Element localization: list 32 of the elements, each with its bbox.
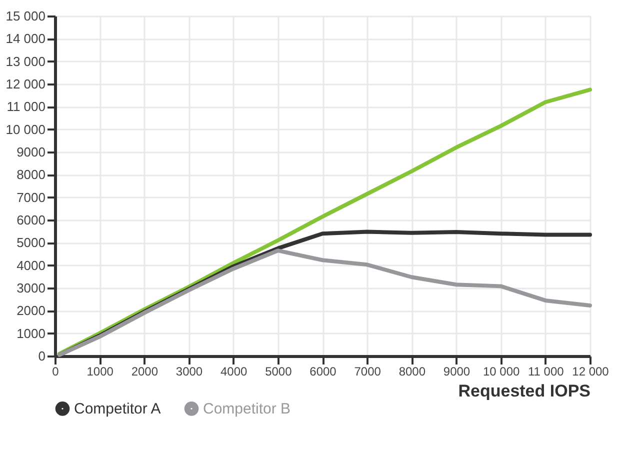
- x-tick-label: 5000: [265, 364, 292, 378]
- y-tick-label: 3000: [16, 280, 46, 296]
- y-tick-label: 0: [38, 348, 46, 364]
- y-tick-label: 9000: [16, 144, 46, 160]
- x-tick-label: 1000: [86, 364, 114, 378]
- y-tick-label: 7000: [16, 190, 46, 205]
- y-tick-label: 2000: [16, 303, 46, 318]
- x-tick-label: 7000: [354, 364, 382, 378]
- y-tick-label: 4000: [16, 258, 46, 273]
- x-tick-label: 12 000: [572, 364, 610, 378]
- x-tick-label: 4000: [220, 364, 248, 378]
- y-tick-label: 13 000: [6, 54, 46, 69]
- y-tick-label: 15 000: [6, 8, 46, 24]
- x-tick-label: 3000: [176, 364, 203, 378]
- x-tick-label: 10 000: [482, 364, 520, 378]
- x-tick-label: 9000: [443, 364, 470, 378]
- legend-label: Competitor A: [74, 400, 161, 418]
- y-tick-label: 10 000: [6, 122, 46, 137]
- y-tick-label: 11 000: [6, 99, 46, 114]
- legend-label: Competitor B: [203, 400, 291, 418]
- x-tick-label: 6000: [310, 364, 337, 378]
- y-tick-label: 8000: [16, 167, 46, 182]
- x-tick-label: 2000: [131, 364, 158, 378]
- y-tick-label: 12 000: [6, 76, 46, 92]
- y-tick-label: 5000: [16, 235, 46, 250]
- x-axis-title: Requested IOPS: [458, 382, 590, 400]
- x-tick-label: 0: [52, 364, 60, 378]
- x-tick-label: 8000: [398, 364, 426, 378]
- y-tick-label: 1000: [16, 326, 46, 341]
- x-tick-label: 11 000: [528, 364, 564, 378]
- y-tick-label: 6000: [16, 212, 46, 228]
- y-tick-label: 14 000: [6, 31, 46, 46]
